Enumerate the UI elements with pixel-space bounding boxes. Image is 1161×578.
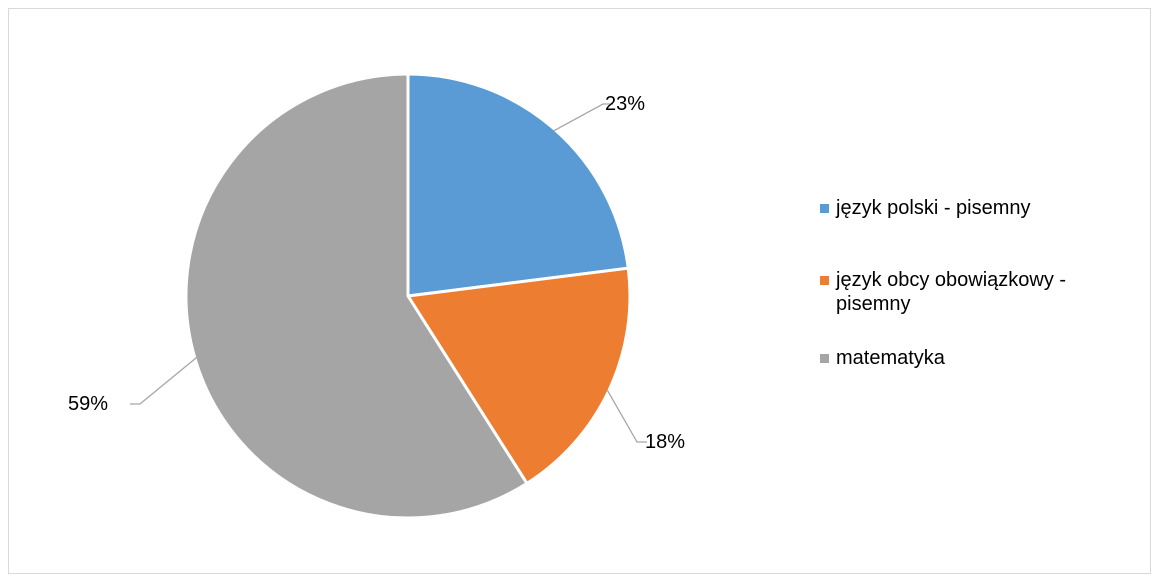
legend-item-matematyka: matematyka xyxy=(820,346,945,370)
legend-label-jezyk-obcy: język obcy obowiązkowy - pisemny xyxy=(836,269,1067,315)
legend-item-jezyk-obcy: język obcy obowiązkowy - pisemny xyxy=(820,268,1136,316)
pie-slices xyxy=(184,72,632,520)
legend-item-jezyk-polski: język polski - pisemny xyxy=(820,196,1031,220)
pie-slice-0 xyxy=(406,72,630,298)
data-labels: 23% 18% 59% xyxy=(68,93,685,453)
legend-label-matematyka: matematyka xyxy=(836,347,945,369)
pie-slice-2 xyxy=(184,72,530,520)
leader-lines xyxy=(130,103,647,443)
legend-swatch-jezyk-obcy xyxy=(820,276,829,285)
leader-line-2 xyxy=(130,356,198,405)
leader-line-0 xyxy=(553,103,613,132)
data-label-0: 23% xyxy=(605,93,645,115)
data-label-1: 18% xyxy=(645,431,685,453)
legend-swatch-jezyk-polski xyxy=(820,204,829,213)
legend-swatch-matematyka xyxy=(820,354,829,363)
legend-label-jezyk-polski: język polski - pisemny xyxy=(836,197,1031,219)
leader-line-1 xyxy=(606,389,647,443)
pie-slice-1 xyxy=(405,266,632,486)
data-label-2: 59% xyxy=(68,393,108,415)
